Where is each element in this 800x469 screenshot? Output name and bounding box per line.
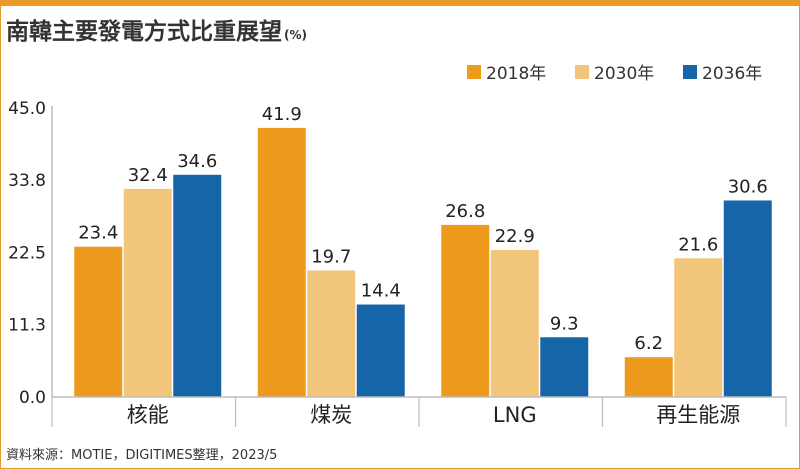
legend-label: 2030年: [594, 64, 654, 84]
bar: [257, 127, 306, 398]
bar: [74, 246, 123, 397]
bar: [123, 188, 172, 397]
source-note: 資料來源：MOTIE，DIGITIMES整理，2023/5: [6, 448, 278, 463]
data-label: 34.6: [177, 151, 217, 172]
data-label: 26.8: [445, 201, 485, 222]
legend-swatch: [683, 65, 697, 79]
chart-title-unit: (%): [284, 28, 307, 42]
legend-swatch: [575, 65, 589, 79]
chart-title: 南韓主要發電方式比重展望 (%): [6, 12, 307, 46]
x-category-label: 再生能源: [656, 403, 740, 427]
legend-swatch: [467, 65, 481, 79]
top-accent-bar: [0, 0, 800, 6]
bar: [490, 249, 539, 397]
data-label: 9.3: [550, 313, 579, 334]
bar: [173, 174, 222, 397]
legend-label: 2018年: [486, 64, 546, 84]
bar: [674, 258, 723, 397]
data-label: 21.6: [678, 234, 718, 255]
chart-title-text: 南韓主要發電方式比重展望: [6, 19, 282, 45]
bar: [540, 337, 589, 397]
y-tick-label: 45.0: [8, 99, 46, 119]
bar: [356, 304, 405, 397]
data-label: 32.4: [128, 165, 168, 186]
data-label: 41.9: [262, 104, 302, 125]
y-tick-label: 11.3: [8, 315, 46, 335]
y-tick-label: 22.5: [8, 244, 46, 264]
bar: [723, 200, 772, 397]
x-category-label: LNG: [493, 403, 537, 427]
data-label: 6.2: [634, 333, 663, 354]
data-label: 30.6: [728, 176, 768, 197]
x-category-label: 煤炭: [310, 403, 352, 427]
y-tick-label: 33.8: [8, 171, 46, 191]
bar: [441, 224, 490, 397]
data-label: 14.4: [361, 281, 401, 302]
data-label: 22.9: [495, 226, 535, 247]
legend-label: 2036年: [702, 64, 762, 84]
bar: [307, 270, 356, 397]
y-tick-label: 0.0: [19, 388, 46, 408]
bar: [624, 357, 673, 397]
x-category-label: 核能: [127, 403, 169, 427]
data-label: 23.4: [78, 223, 118, 244]
data-label: 19.7: [311, 246, 351, 267]
